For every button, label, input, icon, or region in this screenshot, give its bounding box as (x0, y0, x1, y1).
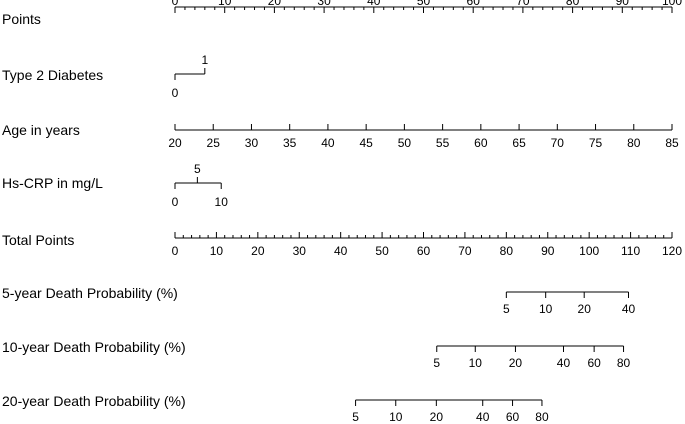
p20-tick-label: 20 (430, 410, 444, 424)
row-label-p20: 20-year Death Probability (%) (2, 393, 186, 409)
row-label-p10: 10-year Death Probability (%) (2, 339, 186, 355)
diabetes-tick-label: 1 (201, 53, 208, 67)
points-tick-label: 100 (662, 0, 682, 8)
age-tick-label: 40 (321, 136, 335, 150)
row-label-crp: Hs-CRP in mg/L (2, 175, 103, 191)
p10-tick-label: 10 (469, 356, 483, 370)
p20-tick-label: 80 (535, 410, 549, 424)
age-tick-label: 80 (627, 136, 641, 150)
p5-tick-label: 20 (578, 302, 592, 316)
row-label-points: Points (2, 11, 41, 27)
row-label-p5: 5-year Death Probability (%) (2, 285, 178, 301)
p20-tick-label: 40 (476, 410, 490, 424)
total-tick-label: 110 (621, 244, 640, 258)
age-tick-label: 25 (207, 136, 221, 150)
age-tick-label: 50 (398, 136, 412, 150)
age-tick-label: 70 (551, 136, 565, 150)
age-tick-label: 30 (245, 136, 259, 150)
diabetes-tick-label: 0 (172, 86, 179, 100)
total-tick-label: 120 (662, 244, 682, 258)
points-tick-label: 90 (616, 0, 630, 8)
total-tick-label: 30 (293, 244, 307, 258)
points-tick-label: 10 (218, 0, 232, 8)
crp-tick-label: 10 (215, 195, 229, 209)
points-tick-label: 50 (417, 0, 431, 8)
age-tick-label: 55 (436, 136, 450, 150)
total-tick-label: 10 (210, 244, 224, 258)
row-label-diabetes: Type 2 Diabetes (2, 67, 103, 83)
total-tick-label: 0 (172, 244, 179, 258)
p10-tick-label: 80 (617, 356, 631, 370)
age-tick-label: 65 (512, 136, 526, 150)
p10-tick-label: 60 (587, 356, 601, 370)
row-label-total: Total Points (2, 232, 74, 248)
p20-tick-label: 5 (352, 410, 359, 424)
total-tick-label: 50 (375, 244, 389, 258)
total-tick-label: 80 (500, 244, 514, 258)
age-tick-label: 60 (474, 136, 488, 150)
points-tick-label: 20 (268, 0, 282, 8)
age-tick-label: 45 (359, 136, 373, 150)
total-tick-label: 40 (334, 244, 348, 258)
age-tick-label: 75 (589, 136, 603, 150)
points-tick-label: 80 (566, 0, 580, 8)
p20-tick-label: 60 (506, 410, 520, 424)
points-tick-label: 30 (317, 0, 331, 8)
points-tick-label: 0 (172, 0, 179, 8)
crp-tick-label: 0 (172, 195, 179, 209)
age-tick-label: 20 (168, 136, 182, 150)
p5-tick-label: 40 (622, 302, 636, 316)
crp-tick-label: 5 (194, 162, 201, 176)
points-tick-label: 70 (516, 0, 530, 8)
row-label-age: Age in years (2, 122, 80, 138)
total-tick-label: 100 (579, 244, 599, 258)
p20-tick-label: 10 (389, 410, 403, 424)
total-tick-label: 90 (541, 244, 555, 258)
p5-tick-label: 10 (539, 302, 553, 316)
points-tick-label: 40 (367, 0, 381, 8)
age-tick-label: 35 (283, 136, 297, 150)
total-tick-label: 60 (417, 244, 431, 258)
p5-tick-label: 5 (503, 302, 510, 316)
p10-tick-label: 20 (509, 356, 523, 370)
total-tick-label: 70 (458, 244, 472, 258)
age-tick-label: 85 (665, 136, 679, 150)
row-labels: Points Type 2 Diabetes Age in years Hs-C… (2, 11, 186, 409)
total-tick-label: 20 (251, 244, 265, 258)
points-tick-label: 60 (467, 0, 481, 8)
p10-tick-label: 5 (433, 356, 440, 370)
p10-tick-label: 40 (557, 356, 571, 370)
